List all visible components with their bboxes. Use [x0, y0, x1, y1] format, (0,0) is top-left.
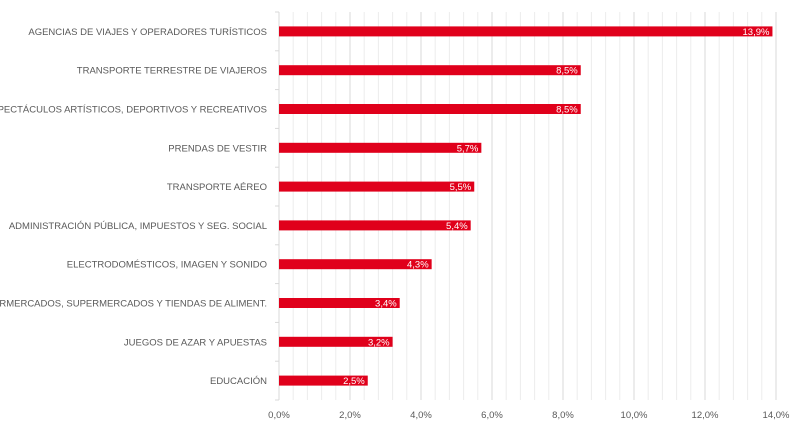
data-label: 3,2% — [368, 337, 390, 348]
bar — [279, 298, 400, 308]
category-label: TRANSPORTE AÉREO — [167, 182, 267, 193]
category-label: ELECTRODOMÉSTICOS, IMAGEN Y SONIDO — [67, 260, 267, 271]
x-tick-label: 14,0% — [763, 410, 790, 421]
category-label: PRENDAS DE VESTIR — [168, 143, 267, 154]
category-label: EDUCACIÓN — [210, 376, 267, 387]
data-label: 5,7% — [457, 143, 479, 154]
category-label: ESPECTÁCULOS ARTÍSTICOS, DEPORTIVOS Y RE… — [0, 105, 267, 116]
data-label: 4,3% — [407, 260, 429, 271]
category-label: HIPERMERCADOS, SUPERMERCADOS Y TIENDAS D… — [0, 299, 267, 310]
bar — [279, 336, 393, 347]
bar — [279, 181, 475, 192]
data-label: 3,4% — [375, 299, 397, 310]
x-tick-label: 6,0% — [481, 410, 503, 421]
bar — [279, 65, 581, 76]
bar — [279, 220, 471, 231]
data-label: 2,5% — [343, 376, 365, 387]
x-tick-label: 0,0% — [268, 410, 290, 421]
data-label: 13,9% — [743, 27, 770, 38]
bar — [279, 375, 368, 386]
bar — [279, 142, 482, 153]
data-label: 8,5% — [556, 66, 578, 77]
x-tick-label: 10,0% — [621, 410, 648, 421]
bar — [279, 104, 581, 114]
data-label: 5,4% — [446, 221, 468, 232]
x-tick-label: 8,0% — [552, 410, 574, 421]
category-label: TRANSPORTE TERRESTRE DE VIAJEROS — [77, 66, 267, 77]
category-label: ADMINISTRACIÓN PÚBLICA, IMPUESTOS Y SEG.… — [9, 221, 267, 232]
data-label: 8,5% — [556, 105, 578, 116]
x-tick-label: 2,0% — [339, 410, 361, 421]
data-label: 5,5% — [450, 182, 472, 193]
x-tick-label: 4,0% — [410, 410, 432, 421]
category-label: AGENCIAS DE VIAJES Y OPERADORES TURÍSTIC… — [28, 27, 267, 38]
category-label: JUEGOS DE AZAR Y APUESTAS — [124, 337, 267, 348]
bar — [279, 26, 773, 37]
bar — [279, 259, 432, 270]
x-tick-label: 12,0% — [692, 410, 719, 421]
